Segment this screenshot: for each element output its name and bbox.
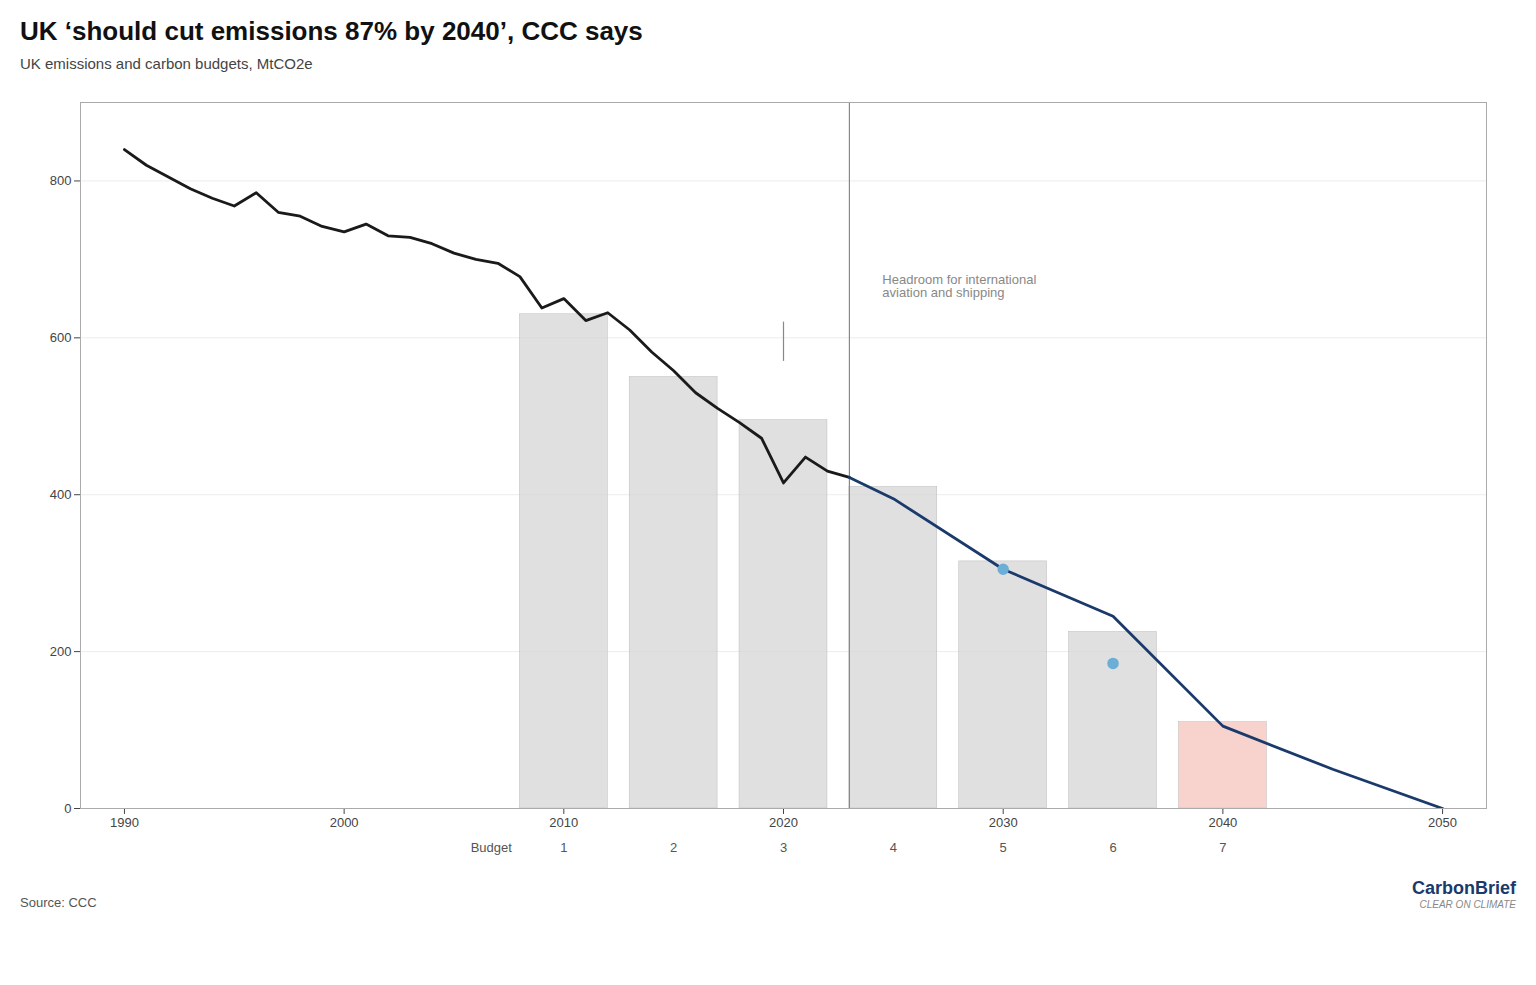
- svg-text:1: 1: [560, 840, 567, 855]
- svg-text:0: 0: [64, 801, 71, 816]
- svg-text:5: 5: [1000, 840, 1007, 855]
- svg-text:1990: 1990: [110, 815, 139, 830]
- svg-text:2: 2: [670, 840, 677, 855]
- svg-text:2040: 2040: [1208, 815, 1237, 830]
- svg-text:4: 4: [890, 840, 897, 855]
- svg-text:7: 7: [1219, 840, 1226, 855]
- svg-text:800: 800: [50, 173, 72, 188]
- svg-text:600: 600: [50, 330, 72, 345]
- svg-text:6: 6: [1109, 840, 1116, 855]
- svg-text:400: 400: [50, 487, 72, 502]
- svg-text:2000: 2000: [330, 815, 359, 830]
- svg-text:200: 200: [50, 644, 72, 659]
- html-text:CLEAR ON CLIMATE: CLEAR ON CLIMATE: [1419, 899, 1516, 910]
- svg-text:2050: 2050: [1428, 815, 1457, 830]
- svg-text:Budget: Budget: [471, 840, 513, 855]
- svg-text:2030: 2030: [989, 815, 1018, 830]
- svg-text:2010: 2010: [549, 815, 578, 830]
- svg-text:Headroom for internationalavia: Headroom for internationalaviation and s…: [882, 272, 1036, 300]
- html-text:UK ‘should cut emissions 87% b: UK ‘should cut emissions 87% by 2040’, C…: [20, 16, 643, 46]
- html-text:UK emissions and carbon budget: UK emissions and carbon budgets, MtCO2e: [20, 55, 313, 72]
- html-text:Source: CCC: Source: CCC: [20, 895, 97, 910]
- svg-text:2020: 2020: [769, 815, 798, 830]
- html-text:CarbonBrief: CarbonBrief: [1412, 878, 1516, 898]
- svg-text:3: 3: [780, 840, 787, 855]
